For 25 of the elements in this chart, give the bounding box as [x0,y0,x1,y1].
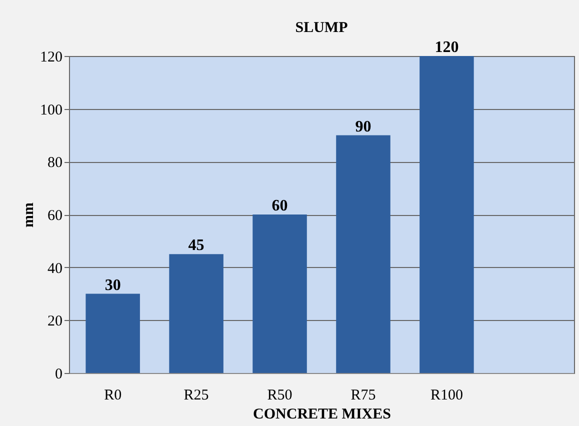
x-tick-label: R50 [267,388,292,404]
y-tick-label: 20 [48,314,62,330]
x-tick-label: R0 [104,388,122,404]
bar [336,135,390,373]
data-label: 120 [434,39,459,56]
bar [169,254,224,373]
x-tick-label: R100 [430,388,463,404]
y-tick-label: 60 [48,208,62,224]
x-tick-label: R75 [350,388,376,404]
y-tick-label: 40 [48,260,62,277]
y-tick-label: 120 [40,50,62,66]
data-label: 30 [104,276,121,294]
data-label: 45 [188,237,204,254]
data-label: 90 [355,118,372,136]
y-tick-label: 100 [40,102,62,118]
y-tick-label: 0 [55,366,62,382]
x-axis-title: CONCRETE MIXES [253,406,391,422]
data-label: 60 [272,198,288,214]
x-tick-label: R25 [184,388,209,404]
bar [86,294,140,373]
chart-title: SLUMP [295,20,348,36]
y-tick-label: 80 [48,155,62,172]
bar [252,214,307,373]
y-axis-title: mm [21,202,37,228]
bar [420,56,474,373]
